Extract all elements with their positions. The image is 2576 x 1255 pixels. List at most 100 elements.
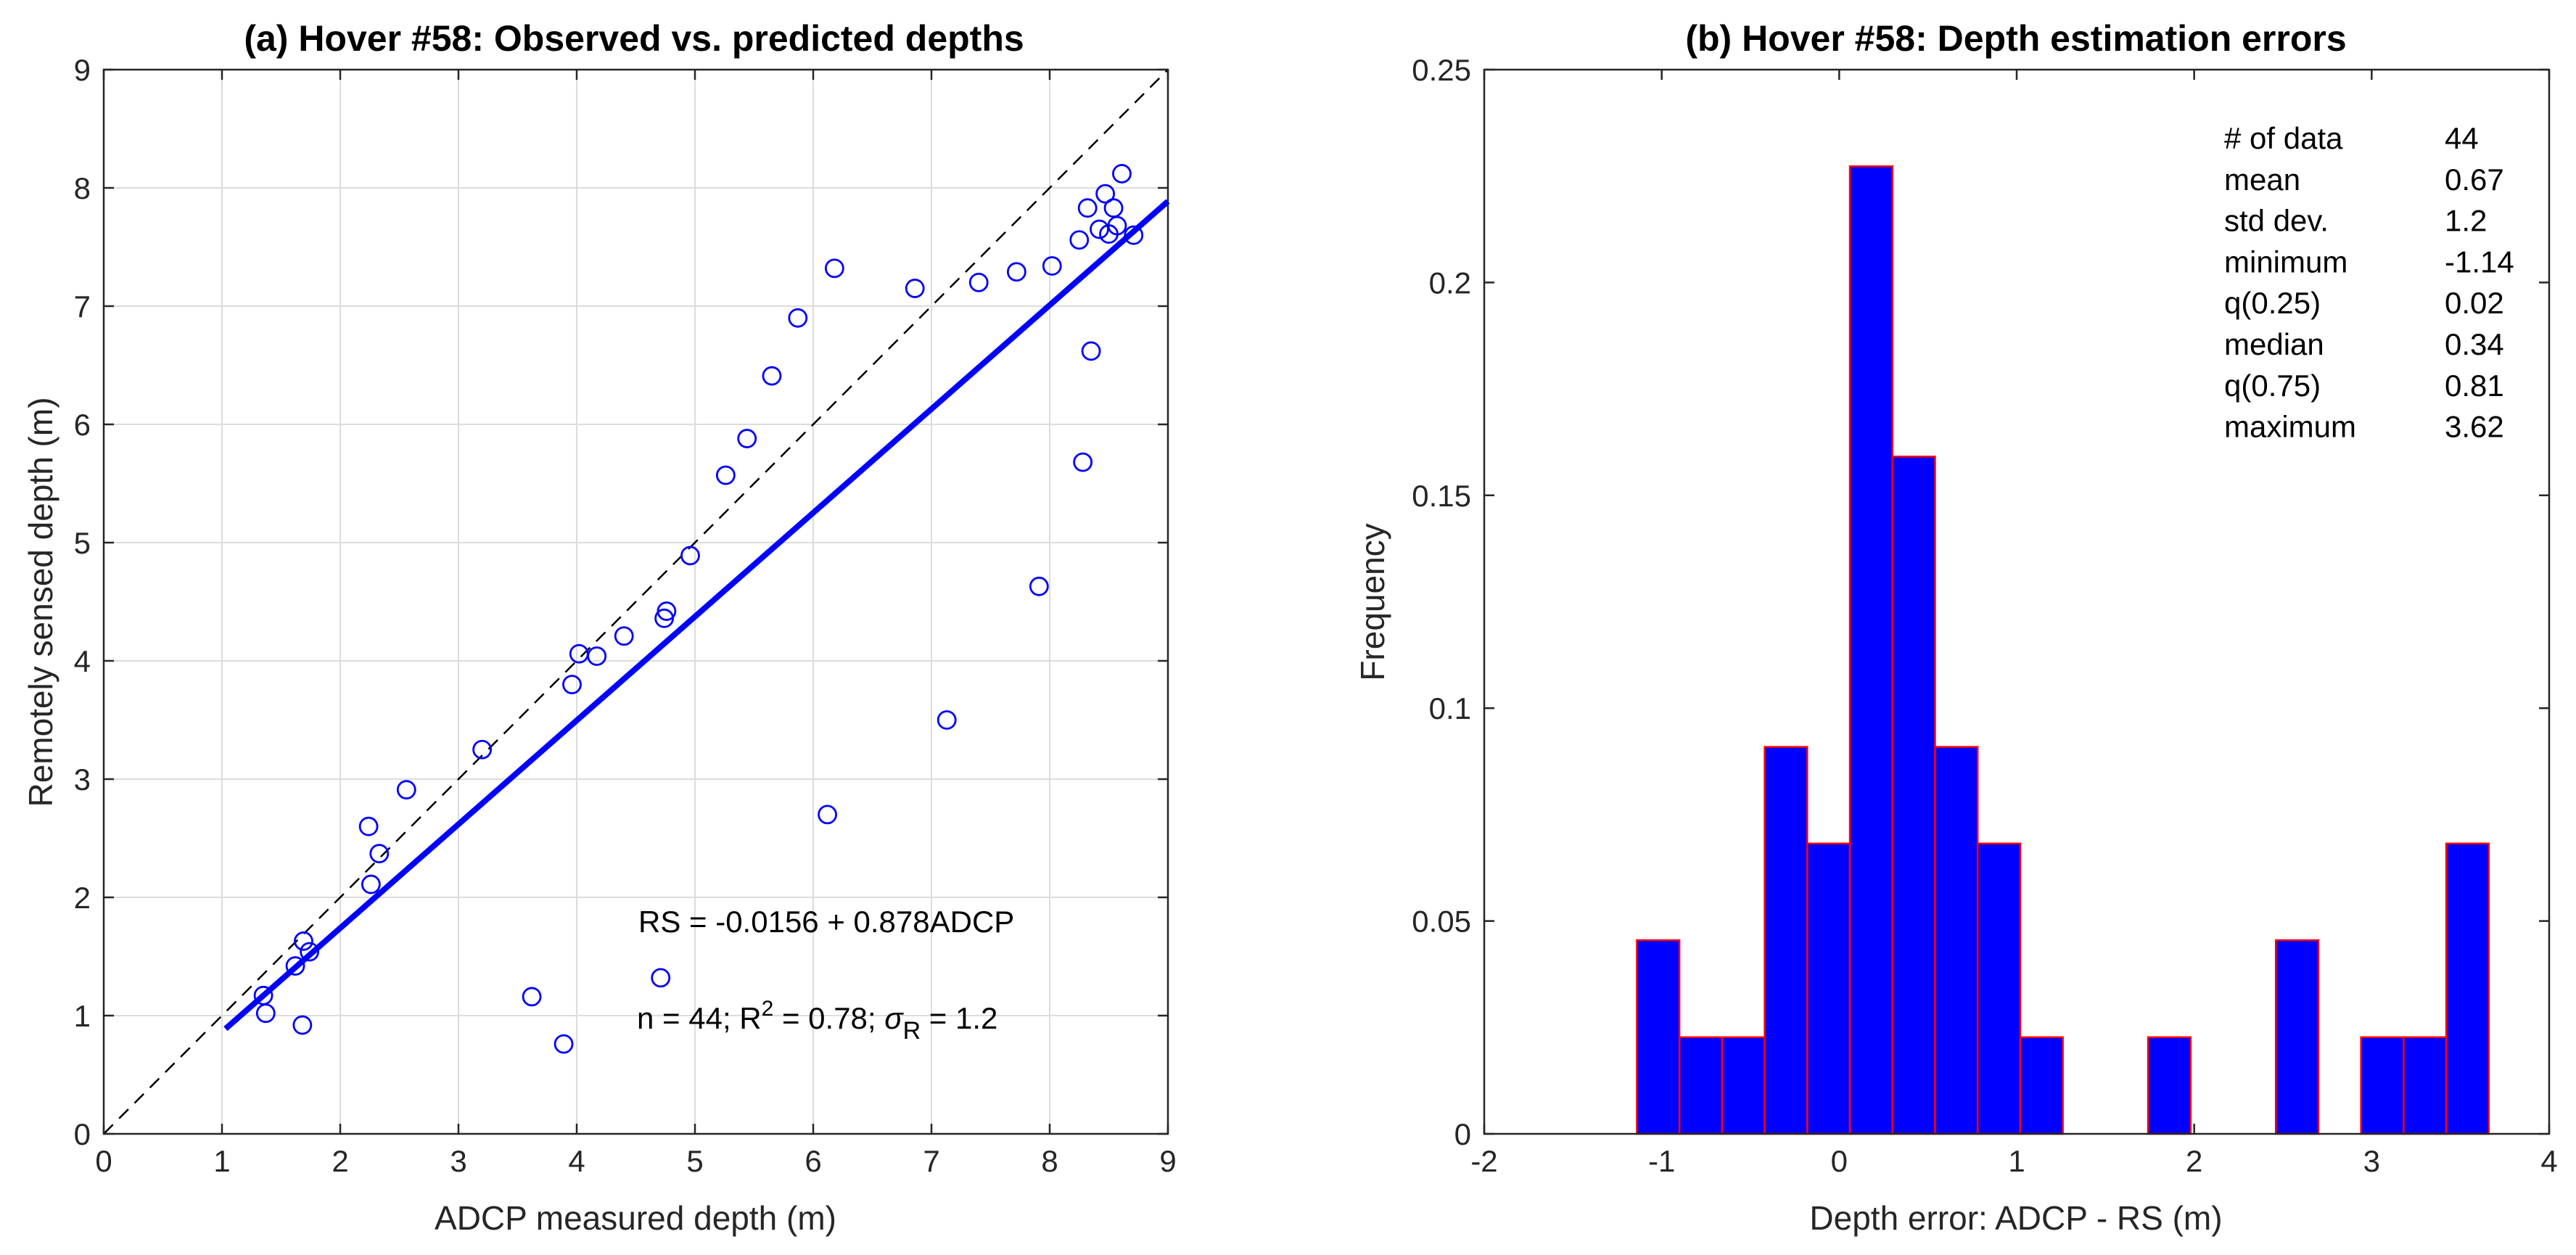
histogram-bar: [1806, 842, 1851, 1135]
data-point: [255, 1003, 276, 1024]
data-point: [1103, 198, 1124, 218]
scatter-ticks: 0 1 2 3 4 5 6 7 8 9 0 1 2 3 4 5 6 7 8 9: [74, 53, 1177, 1178]
histogram-bar: [1636, 939, 1681, 1135]
data-point: [522, 987, 542, 1007]
sigma-symbol: σ: [884, 1001, 904, 1035]
stats-label: median: [2224, 327, 2324, 361]
stats-value: 44: [2445, 121, 2479, 155]
data-point: [361, 874, 381, 894]
scatter-axes-box: [102, 68, 1169, 1135]
stats-label: std dev.: [2224, 204, 2329, 238]
data-point: [369, 844, 390, 864]
histogram-title: (b) Hover #58: Depth estimation errors: [1685, 18, 2346, 59]
y-tick-label: 0.15: [1412, 479, 1471, 513]
histogram-bar: [1721, 1036, 1766, 1135]
data-point: [680, 546, 700, 566]
histogram-axes-box: [1483, 68, 2551, 1135]
x-tick-label: 4: [568, 1144, 585, 1178]
histogram-bar: [2445, 842, 2490, 1135]
x-tick-label: 1: [2008, 1144, 2025, 1178]
data-point: [569, 643, 589, 664]
x-tick-label: 4: [2540, 1144, 2557, 1178]
y-tick-label: 0.2: [1429, 266, 1471, 300]
x-tick-label: 3: [2363, 1144, 2380, 1178]
stats-label: q(0.25): [2224, 286, 2321, 320]
stats-label: maximum: [2224, 410, 2356, 444]
data-point: [396, 780, 416, 800]
data-point: [292, 1015, 313, 1035]
histogram-bars: [1636, 165, 2490, 1135]
identity-line: [103, 69, 1169, 1135]
data-point: [587, 646, 607, 666]
data-point: [651, 968, 671, 988]
data-point: [614, 626, 634, 646]
scatter-title: (a) Hover #58: Observed vs. predicted de…: [244, 18, 1024, 59]
stats-value: 1.2: [2445, 204, 2487, 238]
histogram-bar: [2147, 1036, 2192, 1135]
histogram-bar: [2274, 939, 2320, 1135]
x-tick-label: 0: [1831, 1144, 1848, 1178]
data-point: [1095, 184, 1116, 204]
data-point: [715, 465, 736, 485]
histogram-panel: (b) Hover #58: Depth estimation errors -…: [1354, 18, 2558, 1237]
scatter-grid: [104, 70, 1168, 1134]
r2-superscript: 2: [762, 997, 774, 1021]
histogram-x-label: Depth error: ADCP - RS (m): [1809, 1199, 2222, 1237]
stats-prefix: n = 44; R: [637, 1001, 762, 1035]
scatter-points: [253, 164, 1144, 1054]
data-point: [1107, 215, 1127, 236]
y-tick-label: 9: [74, 53, 91, 87]
regression-line: [223, 199, 1170, 1032]
stats-label: # of data: [2224, 121, 2343, 155]
stats-value: 0.34: [2445, 327, 2504, 361]
histogram-bar: [2019, 1036, 2064, 1135]
y-tick-label: 6: [74, 408, 91, 442]
scatter-x-label: ADCP measured depth (m): [435, 1199, 836, 1237]
histogram-bar: [1934, 746, 1979, 1135]
stats-value: -1.14: [2445, 244, 2514, 279]
x-tick-label: 9: [1159, 1144, 1176, 1178]
y-tick-label: 3: [74, 762, 91, 797]
stats-value: 3.62: [2445, 410, 2504, 444]
fit-equation: RS = -0.0156 + 0.878ADCP: [638, 905, 1014, 939]
data-point: [824, 258, 844, 279]
data-point: [358, 816, 379, 836]
fit-stats: n = 44; R2 = 0.78; σR = 1.2: [637, 997, 997, 1045]
x-tick-label: -1: [1648, 1144, 1675, 1178]
histogram-ticks: -2 -1 0 1 2 3 4 0 0.05 0.1 0.15 0.2 0.25: [1412, 53, 2557, 1178]
data-point: [737, 429, 757, 448]
data-point: [472, 739, 492, 760]
stats-label: q(0.75): [2224, 369, 2321, 403]
x-tick-label: 0: [95, 1144, 112, 1178]
stats-label: mean: [2224, 162, 2300, 197]
y-tick-label: 0.25: [1412, 53, 1471, 87]
identity-dashed-line: [103, 69, 1169, 1135]
y-tick-label: 1: [74, 999, 91, 1033]
stats-mid: = 0.78;: [773, 1001, 884, 1035]
histogram-bar: [2360, 1036, 2405, 1135]
y-tick-label: 4: [74, 644, 91, 678]
x-tick-label: 7: [923, 1144, 939, 1178]
data-point: [1073, 452, 1093, 472]
y-tick-label: 0.1: [1429, 691, 1471, 725]
histogram-bar: [1764, 746, 1808, 1135]
stats-end: = 1.2: [921, 1001, 997, 1035]
histogram-bar: [1976, 842, 2022, 1135]
data-point: [285, 956, 305, 976]
data-point: [1006, 262, 1026, 282]
histogram-bar: [2403, 1036, 2448, 1135]
y-tick-label: 0: [74, 1117, 91, 1151]
y-tick-label: 8: [74, 171, 91, 205]
data-point: [1042, 256, 1062, 276]
data-point: [562, 675, 582, 694]
data-point: [818, 805, 837, 825]
x-tick-label: 5: [686, 1144, 703, 1178]
stats-table: # of data 44 mean 0.67 std dev. 1.2 minimum -1.…: [2224, 121, 2514, 444]
data-point: [1112, 164, 1132, 184]
x-tick-label: -2: [1470, 1144, 1497, 1178]
data-point: [762, 366, 782, 386]
stats-value: 0.67: [2445, 162, 2504, 197]
data-point: [937, 710, 957, 730]
data-point: [905, 279, 925, 298]
